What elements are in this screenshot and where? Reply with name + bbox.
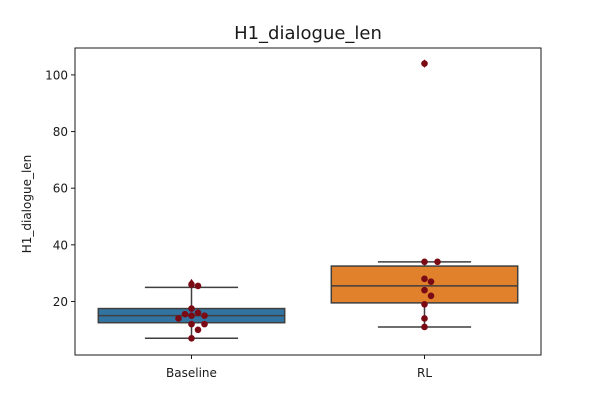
swarm-point (188, 312, 195, 319)
chart-title: H1_dialogue_len (234, 23, 382, 44)
swarm-point (188, 334, 195, 342)
swarm-point (194, 282, 202, 290)
x-tick-label: Baseline (166, 366, 217, 380)
swarm-point (188, 281, 195, 288)
swarm-point (427, 292, 435, 300)
plot-frame (74, 47, 542, 356)
swarm-point (201, 312, 208, 319)
swarm-point (421, 301, 428, 308)
plot-area: 20 40 60 80 100 Baseline RL (45, 59, 519, 380)
swarm-point (194, 309, 202, 317)
swarm-point (434, 258, 441, 266)
swarm-point (427, 278, 435, 285)
x-tick-label: RL (417, 366, 432, 380)
swarm-point (175, 315, 182, 322)
y-tick-label: 40 (53, 238, 68, 252)
swarm-point (421, 258, 428, 266)
y-tick-label: 20 (53, 295, 68, 309)
y-tick-label: 100 (45, 68, 68, 82)
box-rl (330, 265, 519, 304)
swarm-point (421, 275, 428, 283)
swarm-point (188, 305, 195, 312)
swarm-point (421, 60, 428, 67)
swarm-point (421, 286, 428, 294)
swarm-point (194, 326, 202, 334)
y-tick-label: 80 (53, 125, 68, 139)
swarm-point (201, 320, 208, 328)
swarm-point (421, 315, 428, 322)
y-axis-label: H1_dialogue_len (20, 155, 34, 254)
swarm-point (188, 320, 195, 328)
swarm-point (421, 323, 428, 331)
swarm-point (181, 310, 189, 318)
y-tick-label: 60 (53, 182, 68, 196)
